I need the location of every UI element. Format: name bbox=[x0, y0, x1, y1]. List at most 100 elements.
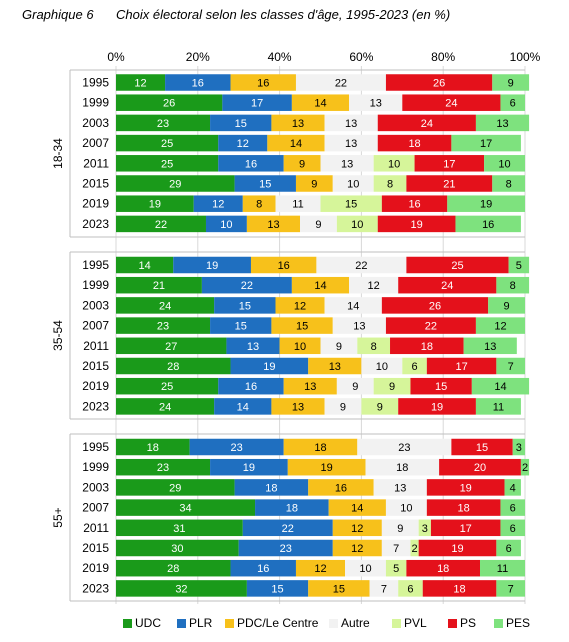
bar-segment-udc bbox=[116, 195, 194, 212]
data-label: 12 bbox=[351, 523, 363, 535]
data-label: 9 bbox=[299, 158, 305, 170]
data-label: 9 bbox=[336, 341, 342, 353]
bar-segment-autre bbox=[381, 539, 411, 557]
bar-segment-plr bbox=[210, 317, 272, 334]
bar-segment-pdc-le-centre bbox=[295, 559, 346, 577]
bar-segment-pvl bbox=[361, 398, 399, 415]
bar-segment-autre bbox=[345, 559, 386, 577]
bar-segment-plr bbox=[230, 559, 296, 577]
data-label: 24 bbox=[159, 401, 171, 413]
data-label: 18 bbox=[458, 503, 470, 515]
bar-segment-autre bbox=[295, 74, 386, 91]
data-label: 26 bbox=[429, 300, 441, 312]
bar-segment-udc bbox=[116, 580, 247, 597]
bar-segment-plr bbox=[230, 357, 309, 375]
data-label: 22 bbox=[155, 219, 167, 231]
data-label: 2 bbox=[522, 462, 528, 474]
bar-segment-pes bbox=[451, 134, 521, 152]
bar-segment-pes bbox=[496, 357, 525, 375]
bar-segment-ps bbox=[385, 317, 476, 334]
data-label: 8 bbox=[371, 341, 377, 353]
data-label: 16 bbox=[257, 78, 269, 90]
bar-segment-pdc-le-centre bbox=[332, 539, 382, 557]
bar-segment-plr bbox=[205, 215, 247, 233]
bar-segment-udc bbox=[116, 175, 235, 192]
bar-segment-autre bbox=[316, 256, 407, 274]
bar-segment-plr bbox=[210, 458, 288, 476]
data-label: 34 bbox=[179, 503, 191, 515]
bar-segment-autre bbox=[332, 175, 374, 192]
bar-segment-ps bbox=[451, 438, 513, 456]
year-label: 2023 bbox=[82, 217, 109, 231]
year-label: 1999 bbox=[82, 278, 109, 292]
bar-segment-autre bbox=[336, 377, 374, 395]
bar-segment-autre bbox=[385, 499, 427, 516]
data-label: 23 bbox=[157, 118, 169, 130]
bar-segment-pes bbox=[455, 215, 521, 233]
data-label: 13 bbox=[292, 118, 304, 130]
bar-segment-pdc-le-centre bbox=[287, 458, 366, 476]
data-label: 13 bbox=[484, 341, 496, 353]
bar-segment-autre bbox=[275, 195, 321, 212]
data-label: 6 bbox=[412, 361, 418, 373]
bar-segment-udc bbox=[116, 438, 190, 456]
year-label: 2011 bbox=[83, 339, 109, 353]
legend-swatch bbox=[448, 619, 457, 628]
bar-segment-udc bbox=[116, 317, 211, 334]
data-label: 9 bbox=[377, 401, 383, 413]
legend-swatch bbox=[123, 619, 132, 628]
data-label: 19 bbox=[149, 199, 161, 211]
bar-segment-plr bbox=[222, 94, 292, 111]
legend-label: PS bbox=[460, 616, 477, 630]
year-label: 2007 bbox=[82, 136, 109, 150]
bar-segment-pes bbox=[500, 94, 525, 111]
chart-legend: UDC PLR PDC/Le Centre Autre PVL PS PES bbox=[0, 612, 569, 634]
bar-segment-pdc-le-centre bbox=[291, 94, 350, 111]
bar-segment-ps bbox=[390, 337, 464, 355]
bar-segment-plr bbox=[218, 134, 268, 152]
bar-segment-autre bbox=[373, 479, 427, 496]
legend-swatch bbox=[392, 619, 401, 628]
data-label: 13 bbox=[345, 138, 357, 150]
data-label: 23 bbox=[157, 462, 169, 474]
bar-segment-ps bbox=[402, 94, 501, 111]
bar-segment-pdc-le-centre bbox=[283, 438, 358, 456]
year-label: 2007 bbox=[82, 319, 109, 333]
bar-segment-plr bbox=[193, 195, 243, 212]
bar-segment-autre bbox=[349, 276, 399, 294]
bar-segment-pvl bbox=[320, 195, 382, 212]
data-label: 14 bbox=[290, 138, 302, 150]
bar-segment-pvl bbox=[373, 377, 411, 395]
data-label: 18 bbox=[453, 583, 465, 595]
data-label: 21 bbox=[153, 280, 165, 292]
bar-segment-pvl bbox=[336, 215, 378, 233]
data-label: 6 bbox=[510, 503, 516, 515]
data-label: 17 bbox=[480, 138, 492, 150]
bar-segment-pdc-le-centre bbox=[246, 215, 301, 233]
data-label: 10 bbox=[359, 563, 371, 575]
bar-segment-pdc-le-centre bbox=[291, 276, 350, 294]
bar-segment-autre bbox=[381, 519, 419, 537]
legend-swatch bbox=[494, 619, 503, 628]
data-label: 15 bbox=[435, 381, 447, 393]
data-label: 25 bbox=[161, 381, 173, 393]
legend-swatch bbox=[225, 619, 234, 628]
bar-segment-ps bbox=[406, 559, 481, 577]
data-label: 16 bbox=[335, 482, 347, 494]
bar-segment-ps bbox=[426, 357, 497, 375]
data-label: 16 bbox=[482, 219, 494, 231]
bar-segment-udc bbox=[116, 155, 219, 172]
data-label: 16 bbox=[245, 381, 257, 393]
legend-item: PS bbox=[448, 616, 476, 630]
bar-segment-ps bbox=[398, 276, 497, 294]
data-label: 24 bbox=[441, 280, 453, 292]
bar-segment-autre bbox=[324, 398, 362, 415]
data-label: 25 bbox=[161, 158, 173, 170]
data-label: 3 bbox=[516, 442, 522, 454]
data-label: 12 bbox=[494, 321, 506, 333]
data-label: 15 bbox=[271, 583, 283, 595]
data-label: 6 bbox=[506, 543, 512, 555]
data-label: 17 bbox=[251, 98, 263, 110]
data-label: 10 bbox=[498, 158, 510, 170]
data-label: 7 bbox=[508, 361, 514, 373]
